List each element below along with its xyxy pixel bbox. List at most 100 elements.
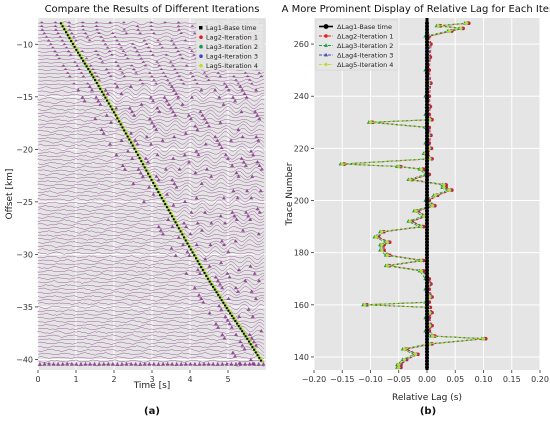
wiggle-peak <box>151 78 156 81</box>
wiggle-peak <box>170 178 175 182</box>
series-point <box>379 247 384 253</box>
series-point <box>419 258 424 263</box>
pick-base-time <box>220 299 223 302</box>
chart-a-y-label: Offset [km] <box>5 169 15 220</box>
wiggle-peak <box>158 42 163 45</box>
wiggle-peak <box>108 75 113 78</box>
series-point-base <box>425 268 429 273</box>
wiggle-peak <box>138 170 143 175</box>
wiggle-peak <box>140 174 145 178</box>
wiggle-peak <box>80 24 85 27</box>
wiggle-peak <box>94 28 99 31</box>
wiggle-peak <box>84 57 89 60</box>
wiggle-peak <box>151 361 156 366</box>
x-tick-label: −0.15 <box>330 375 355 384</box>
wiggle-peak <box>230 95 235 99</box>
wiggle-peak <box>155 60 160 63</box>
y-tick-label: 240 <box>294 92 309 101</box>
wiggle-peak <box>163 75 168 78</box>
wiggle-peak <box>195 221 200 225</box>
wiggle-peak <box>147 361 152 366</box>
series-point-base <box>425 52 429 57</box>
wiggle-peak <box>83 361 88 366</box>
wiggle-peak <box>85 82 90 85</box>
pick-base-time <box>215 291 218 294</box>
pick-base-time <box>95 82 98 84</box>
series-point <box>458 26 463 31</box>
wiggle-peak <box>199 228 204 232</box>
wiggle-peak <box>177 28 182 31</box>
pick-base-time <box>153 185 156 187</box>
pick-base-time <box>244 335 247 338</box>
y-tick-label: 140 <box>294 353 309 362</box>
wiggle-peak <box>220 361 225 366</box>
series-point-base <box>425 356 429 361</box>
pick-base-time <box>133 147 136 150</box>
wiggle-trace <box>37 260 265 268</box>
wiggle-peak <box>235 289 240 293</box>
pick-base-time <box>73 45 76 48</box>
wiggle-peak <box>164 98 169 103</box>
pick-base-time <box>66 34 69 36</box>
wiggle-trace <box>37 167 265 174</box>
wiggle-peak <box>183 131 188 135</box>
wiggle-peak <box>191 53 196 56</box>
wiggle-trace <box>37 188 265 196</box>
wiggle-trace <box>37 300 265 307</box>
wiggle-peak <box>172 134 177 139</box>
wiggle-peak <box>53 28 58 31</box>
wiggle-peak <box>97 361 102 366</box>
legend-label: ΔLag5-Iteration 4 <box>337 61 393 69</box>
wiggle-peak <box>151 98 156 103</box>
wiggle-peak <box>121 50 126 53</box>
pick-base-time <box>65 31 67 34</box>
series-point-base <box>425 302 429 307</box>
wiggle-peak <box>138 361 143 366</box>
series-point-base <box>425 271 429 276</box>
wiggle-peak <box>247 332 252 336</box>
series-point-base <box>425 83 429 88</box>
series-point <box>368 119 373 125</box>
x-tick-label: 0.15 <box>503 375 521 384</box>
series-point-base <box>425 305 429 310</box>
wiggle-trace <box>37 138 265 146</box>
wiggle-peak <box>257 71 262 74</box>
wiggle-peak <box>189 210 194 214</box>
wiggle-trace <box>37 221 265 228</box>
wiggle-peak <box>225 156 230 160</box>
wiggle-peak <box>240 88 245 92</box>
pick-base-time <box>217 293 220 296</box>
wiggle-peak <box>231 75 236 78</box>
wiggle-peak <box>161 361 166 366</box>
wiggle-peak <box>148 95 153 99</box>
series-point <box>385 239 390 245</box>
pick-base-time <box>186 242 189 245</box>
pick-base-time <box>138 157 141 159</box>
wiggle-peak <box>172 181 177 186</box>
wiggle-peak <box>139 102 144 106</box>
wiggle-peak <box>233 285 238 290</box>
wiggle-peak <box>188 71 193 74</box>
pick-base-time <box>212 285 214 288</box>
y-tick-label: 200 <box>294 197 309 206</box>
wiggle-peak <box>248 217 253 221</box>
wiggle-peak <box>138 78 143 81</box>
wiggle-peak <box>189 95 194 99</box>
chart-b-x-ticks: −0.20 −0.15 −0.10 −0.05 0.00 0.05 0.10 0.15 0.20 <box>302 370 549 384</box>
wiggle-peak <box>171 203 176 207</box>
wiggle-peak <box>176 235 181 239</box>
wiggle-peak <box>142 361 147 366</box>
wiggle-peak <box>164 53 169 56</box>
wiggle-peak <box>124 32 129 35</box>
wiggle-peak <box>255 160 260 164</box>
wiggle-peak <box>174 361 179 366</box>
wiggle-peak <box>259 328 264 333</box>
y-tick-label: 220 <box>294 144 309 153</box>
pick-base-time <box>205 274 208 277</box>
wiggle-peak <box>206 124 211 128</box>
wiggle-peak <box>61 64 66 67</box>
wiggle-peak <box>113 82 118 85</box>
wiggle-peak <box>248 264 253 268</box>
pick-base-time <box>251 346 254 348</box>
wiggle-peak <box>151 32 156 35</box>
